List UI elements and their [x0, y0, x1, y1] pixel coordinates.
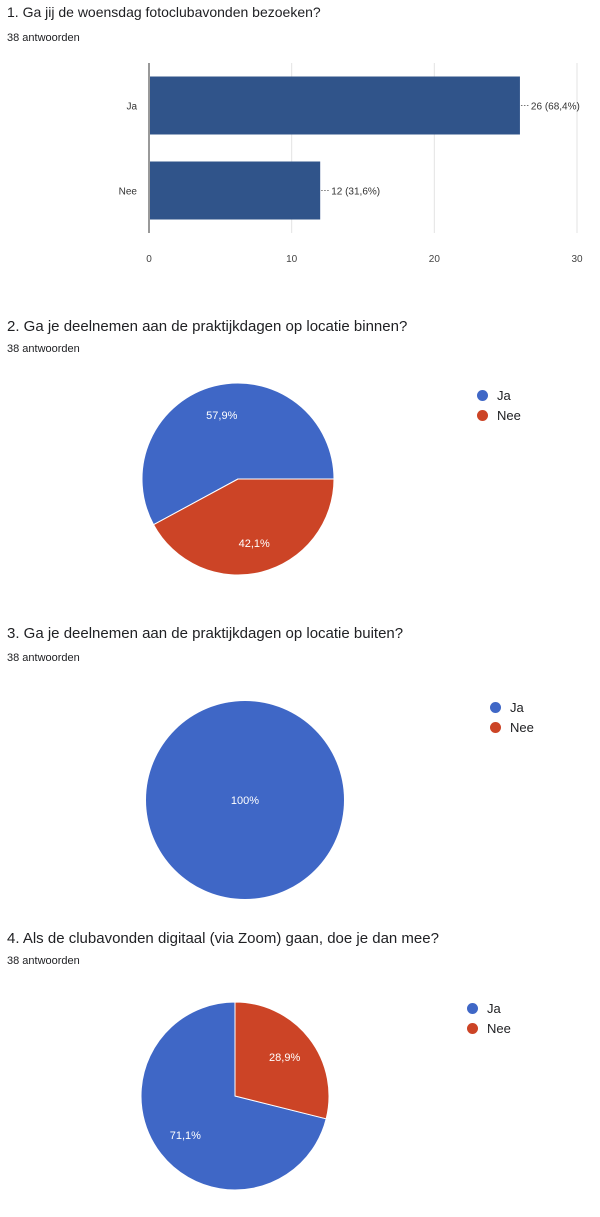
pie-data-label: 28,9%	[269, 1052, 300, 1064]
q1-title: 1. Ga jij de woensdag fotoclubavonden be…	[7, 4, 321, 20]
category-label: Ja	[126, 102, 137, 113]
pie-slice-nee	[234, 1001, 330, 1120]
q4-pie-chart: 71,1% 28,9%	[140, 1001, 330, 1191]
q2-legend: Ja Nee	[477, 385, 521, 425]
legend-label-ja: Ja	[487, 1000, 501, 1016]
pie-slice-ja	[141, 382, 335, 526]
q4-response-count: 38 antwoorden	[7, 955, 80, 967]
legend-item-ja: Ja	[467, 998, 511, 1018]
pie-slice-ja	[140, 1001, 327, 1191]
q1-response-count: 38 antwoorden	[7, 32, 80, 44]
legend-label-ja: Ja	[497, 387, 511, 403]
q2-response-count: 38 antwoorden	[7, 343, 80, 355]
legend-label-ja: Ja	[510, 699, 524, 715]
q2-pie-chart: 57,9% 42,1%	[141, 382, 335, 576]
pie-data-label: 42,1%	[239, 538, 270, 550]
pie-slice-nee	[152, 478, 335, 576]
legend-swatch-ja	[490, 701, 501, 713]
bar-nee	[150, 161, 321, 220]
legend-item-nee: Nee	[490, 717, 534, 737]
legend-item-nee: Nee	[477, 405, 521, 425]
q3-response-count: 38 antwoorden	[7, 652, 80, 664]
q4-title: 4. Als de clubavonden digitaal (via Zoom…	[7, 930, 439, 947]
legend-swatch-nee	[467, 1022, 478, 1034]
x-tick-label: 20	[429, 254, 441, 265]
legend-item-nee: Nee	[467, 1018, 511, 1038]
category-label: Nee	[119, 187, 138, 198]
q4-legend: Ja Nee	[467, 998, 511, 1038]
q2-title: 2. Ga je deelnemen aan de praktijkdagen …	[7, 318, 408, 335]
legend-swatch-nee	[490, 721, 501, 733]
legend-label-nee: Nee	[510, 719, 534, 735]
legend-swatch-nee	[477, 409, 488, 421]
legend-item-ja: Ja	[490, 697, 534, 717]
x-tick-label: 30	[571, 254, 583, 265]
legend-label-nee: Nee	[497, 407, 521, 423]
q3-pie-chart: 100%	[146, 701, 344, 899]
q3-legend: Ja Nee	[490, 697, 534, 737]
legend-swatch-ja	[467, 1002, 478, 1014]
data-label: 12 (31,6%)	[331, 187, 380, 198]
pie-data-label: 57,9%	[206, 410, 237, 422]
pie-slice-ja	[146, 701, 344, 899]
pie-data-label: 71,1%	[170, 1130, 201, 1142]
q3-title: 3. Ga je deelnemen aan de praktijkdagen …	[7, 625, 404, 642]
data-label: 26 (68,4%)	[531, 102, 580, 113]
legend-swatch-ja	[477, 389, 488, 401]
x-tick-label: 10	[286, 254, 298, 265]
legend-item-ja: Ja	[477, 385, 521, 405]
pie-data-label: 100%	[231, 795, 259, 807]
x-tick-label: 0	[146, 254, 152, 265]
bar-ja	[150, 76, 520, 135]
q1-bar-chart: 0 10 20 30 Ja 26 (68,4%) Nee 12 (31,6%)	[119, 63, 583, 265]
legend-label-nee: Nee	[487, 1020, 511, 1036]
